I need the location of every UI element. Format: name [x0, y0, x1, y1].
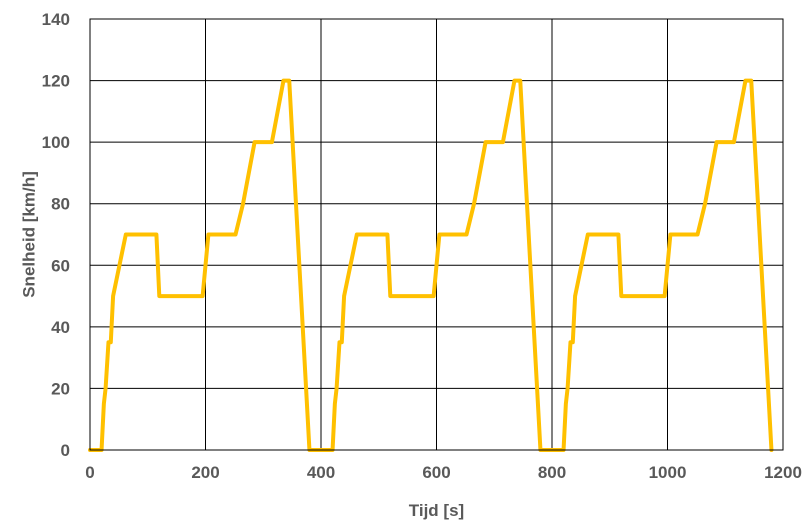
- speed-series-line: [88, 78, 774, 452]
- x-tick-label: 1200: [764, 463, 802, 482]
- y-tick-label: 40: [51, 318, 70, 337]
- x-tick-label: 1000: [649, 463, 687, 482]
- y-axis-title: Snelheid [km/h]: [19, 171, 38, 298]
- y-tick-label: 140: [42, 10, 70, 29]
- x-tick-label: 800: [538, 463, 566, 482]
- x-tick-label: 600: [422, 463, 450, 482]
- plot-area-border: [89, 18, 784, 451]
- y-tick-label: 60: [51, 256, 70, 275]
- x-tick-label: 200: [191, 463, 219, 482]
- x-axis-tick-labels: 0 200 400 600 800 1000 1200: [85, 463, 802, 482]
- y-tick-label: 0: [61, 441, 70, 460]
- y-tick-label: 80: [51, 195, 70, 214]
- x-axis-title: Tijd [s]: [409, 501, 464, 520]
- grid: [89, 18, 784, 451]
- series-layer: [88, 78, 774, 452]
- y-tick-label: 100: [42, 133, 70, 152]
- x-tick-label: 0: [85, 463, 94, 482]
- y-tick-label: 20: [51, 379, 70, 398]
- x-tick-label: 400: [307, 463, 335, 482]
- y-tick-label: 120: [42, 72, 70, 91]
- y-axis-tick-labels: 0 20 40 60 80 100 120 140: [42, 10, 70, 460]
